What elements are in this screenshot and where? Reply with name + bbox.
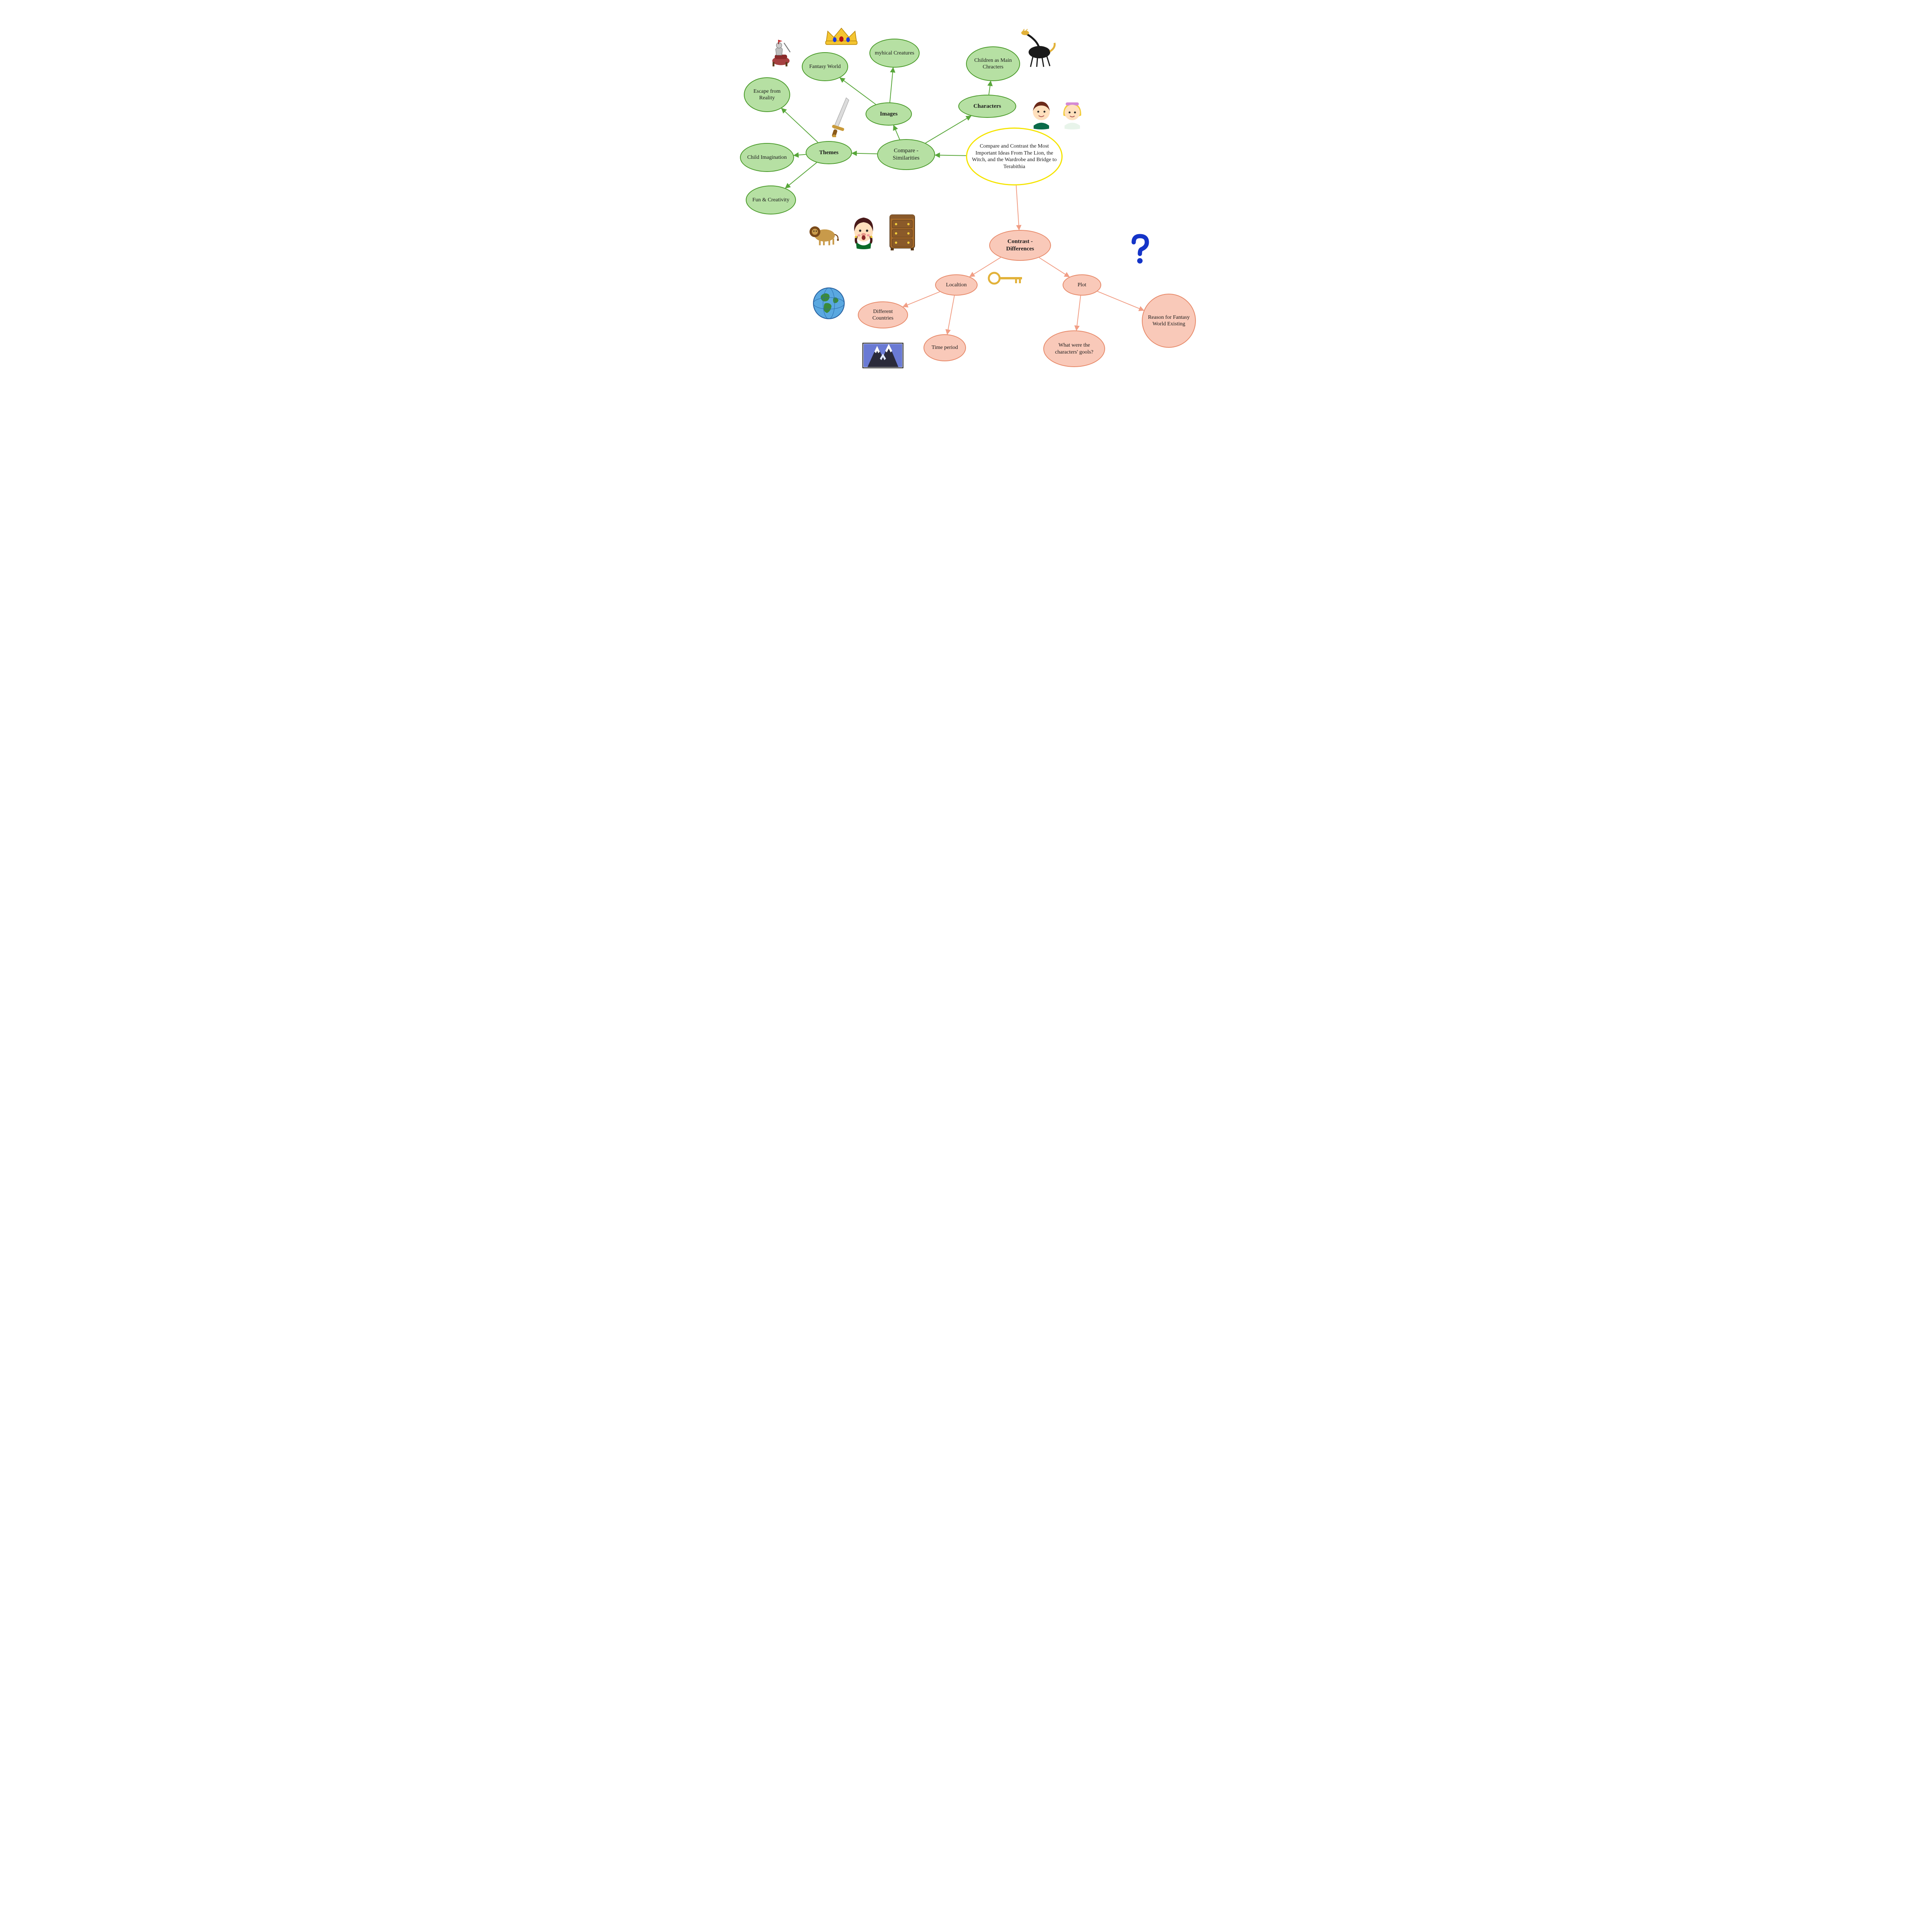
node-label: myhical Creatures <box>875 50 914 57</box>
edge-contrast-plot <box>1039 258 1069 277</box>
node-fantasy-world: Fantasy World <box>802 52 848 81</box>
concept-map-canvas: Compare and Contrast the Most Important … <box>696 0 1236 386</box>
node-different-countries: Different Countries <box>858 301 908 328</box>
key-icon <box>987 270 1026 286</box>
node-label: Different Countries <box>862 308 903 322</box>
node-images: Images <box>866 102 912 126</box>
node-label: What were the characters' gools? <box>1048 342 1100 356</box>
edge-central-contrast <box>1016 185 1019 230</box>
node-label: Themes <box>819 149 838 156</box>
edge-themes-escape <box>781 108 818 142</box>
node-time-period: Time period <box>923 334 966 361</box>
node-label: Images <box>880 111 898 118</box>
node-contrast: Contrast - Differences <box>989 230 1051 261</box>
crown-icon <box>823 25 860 46</box>
node-label: Children as Main Chracters <box>971 57 1015 71</box>
creature-icon <box>1018 29 1057 68</box>
node-label: Fun & Creativity <box>752 197 789 204</box>
node-label: Compare - Similarities <box>882 147 930 162</box>
edge-compare-themes <box>852 153 877 154</box>
node-label: Localtion <box>946 282 967 289</box>
knight-icon <box>767 37 798 68</box>
node-label: Plot <box>1078 282 1087 289</box>
node-children-as-main: Children as Main Chracters <box>966 46 1020 81</box>
node-child-imagination: Child Imagination <box>740 143 794 172</box>
wardrobe-icon <box>887 213 918 251</box>
mountain-icon <box>860 336 906 371</box>
question-icon <box>1128 234 1151 265</box>
node-location: Localtion <box>935 274 978 296</box>
boy-icon <box>1028 99 1055 129</box>
edge-characters-children_chars <box>989 81 991 95</box>
globe-icon <box>811 286 846 321</box>
node-label: Characters <box>973 103 1001 110</box>
node-label: Escape from Reality <box>748 88 786 102</box>
edge-plot-goals <box>1077 296 1081 330</box>
node-plot: Plot <box>1063 274 1101 296</box>
node-reason-fantasy: Reason for Fantasy World Existing <box>1142 294 1196 348</box>
lion-icon <box>806 220 840 247</box>
edge-compare-images <box>894 125 900 139</box>
sword-icon <box>829 95 856 137</box>
node-fun-creativity: Fun & Creativity <box>746 185 796 214</box>
node-mythical-creatures: myhical Creatures <box>869 39 920 68</box>
node-characters: Characters <box>958 95 1016 118</box>
node-label: Compare and Contrast the Most Important … <box>971 143 1058 170</box>
node-character-goals: What were the characters' gools? <box>1043 330 1105 367</box>
node-central: Compare and Contrast the Most Important … <box>966 128 1063 185</box>
node-label: Child Imagination <box>747 154 787 161</box>
edge-plot-reason <box>1097 291 1144 310</box>
witch-icon <box>848 214 879 249</box>
node-label: Time period <box>932 344 958 351</box>
edge-location-timeperiod <box>947 296 954 334</box>
node-themes: Themes <box>806 141 852 164</box>
edge-images-mythical <box>890 68 893 102</box>
node-compare: Compare - Similarities <box>877 139 935 170</box>
node-label: Contrast - Differences <box>994 238 1046 253</box>
edge-location-diffcountries <box>903 292 940 307</box>
edge-compare-characters <box>925 116 971 143</box>
node-escape: Escape from Reality <box>744 77 790 112</box>
girl-icon <box>1059 99 1086 129</box>
node-label: Fantasy World <box>809 63 840 70</box>
edge-themes-fun <box>786 163 817 188</box>
node-label: Reason for Fantasy World Existing <box>1146 314 1191 328</box>
